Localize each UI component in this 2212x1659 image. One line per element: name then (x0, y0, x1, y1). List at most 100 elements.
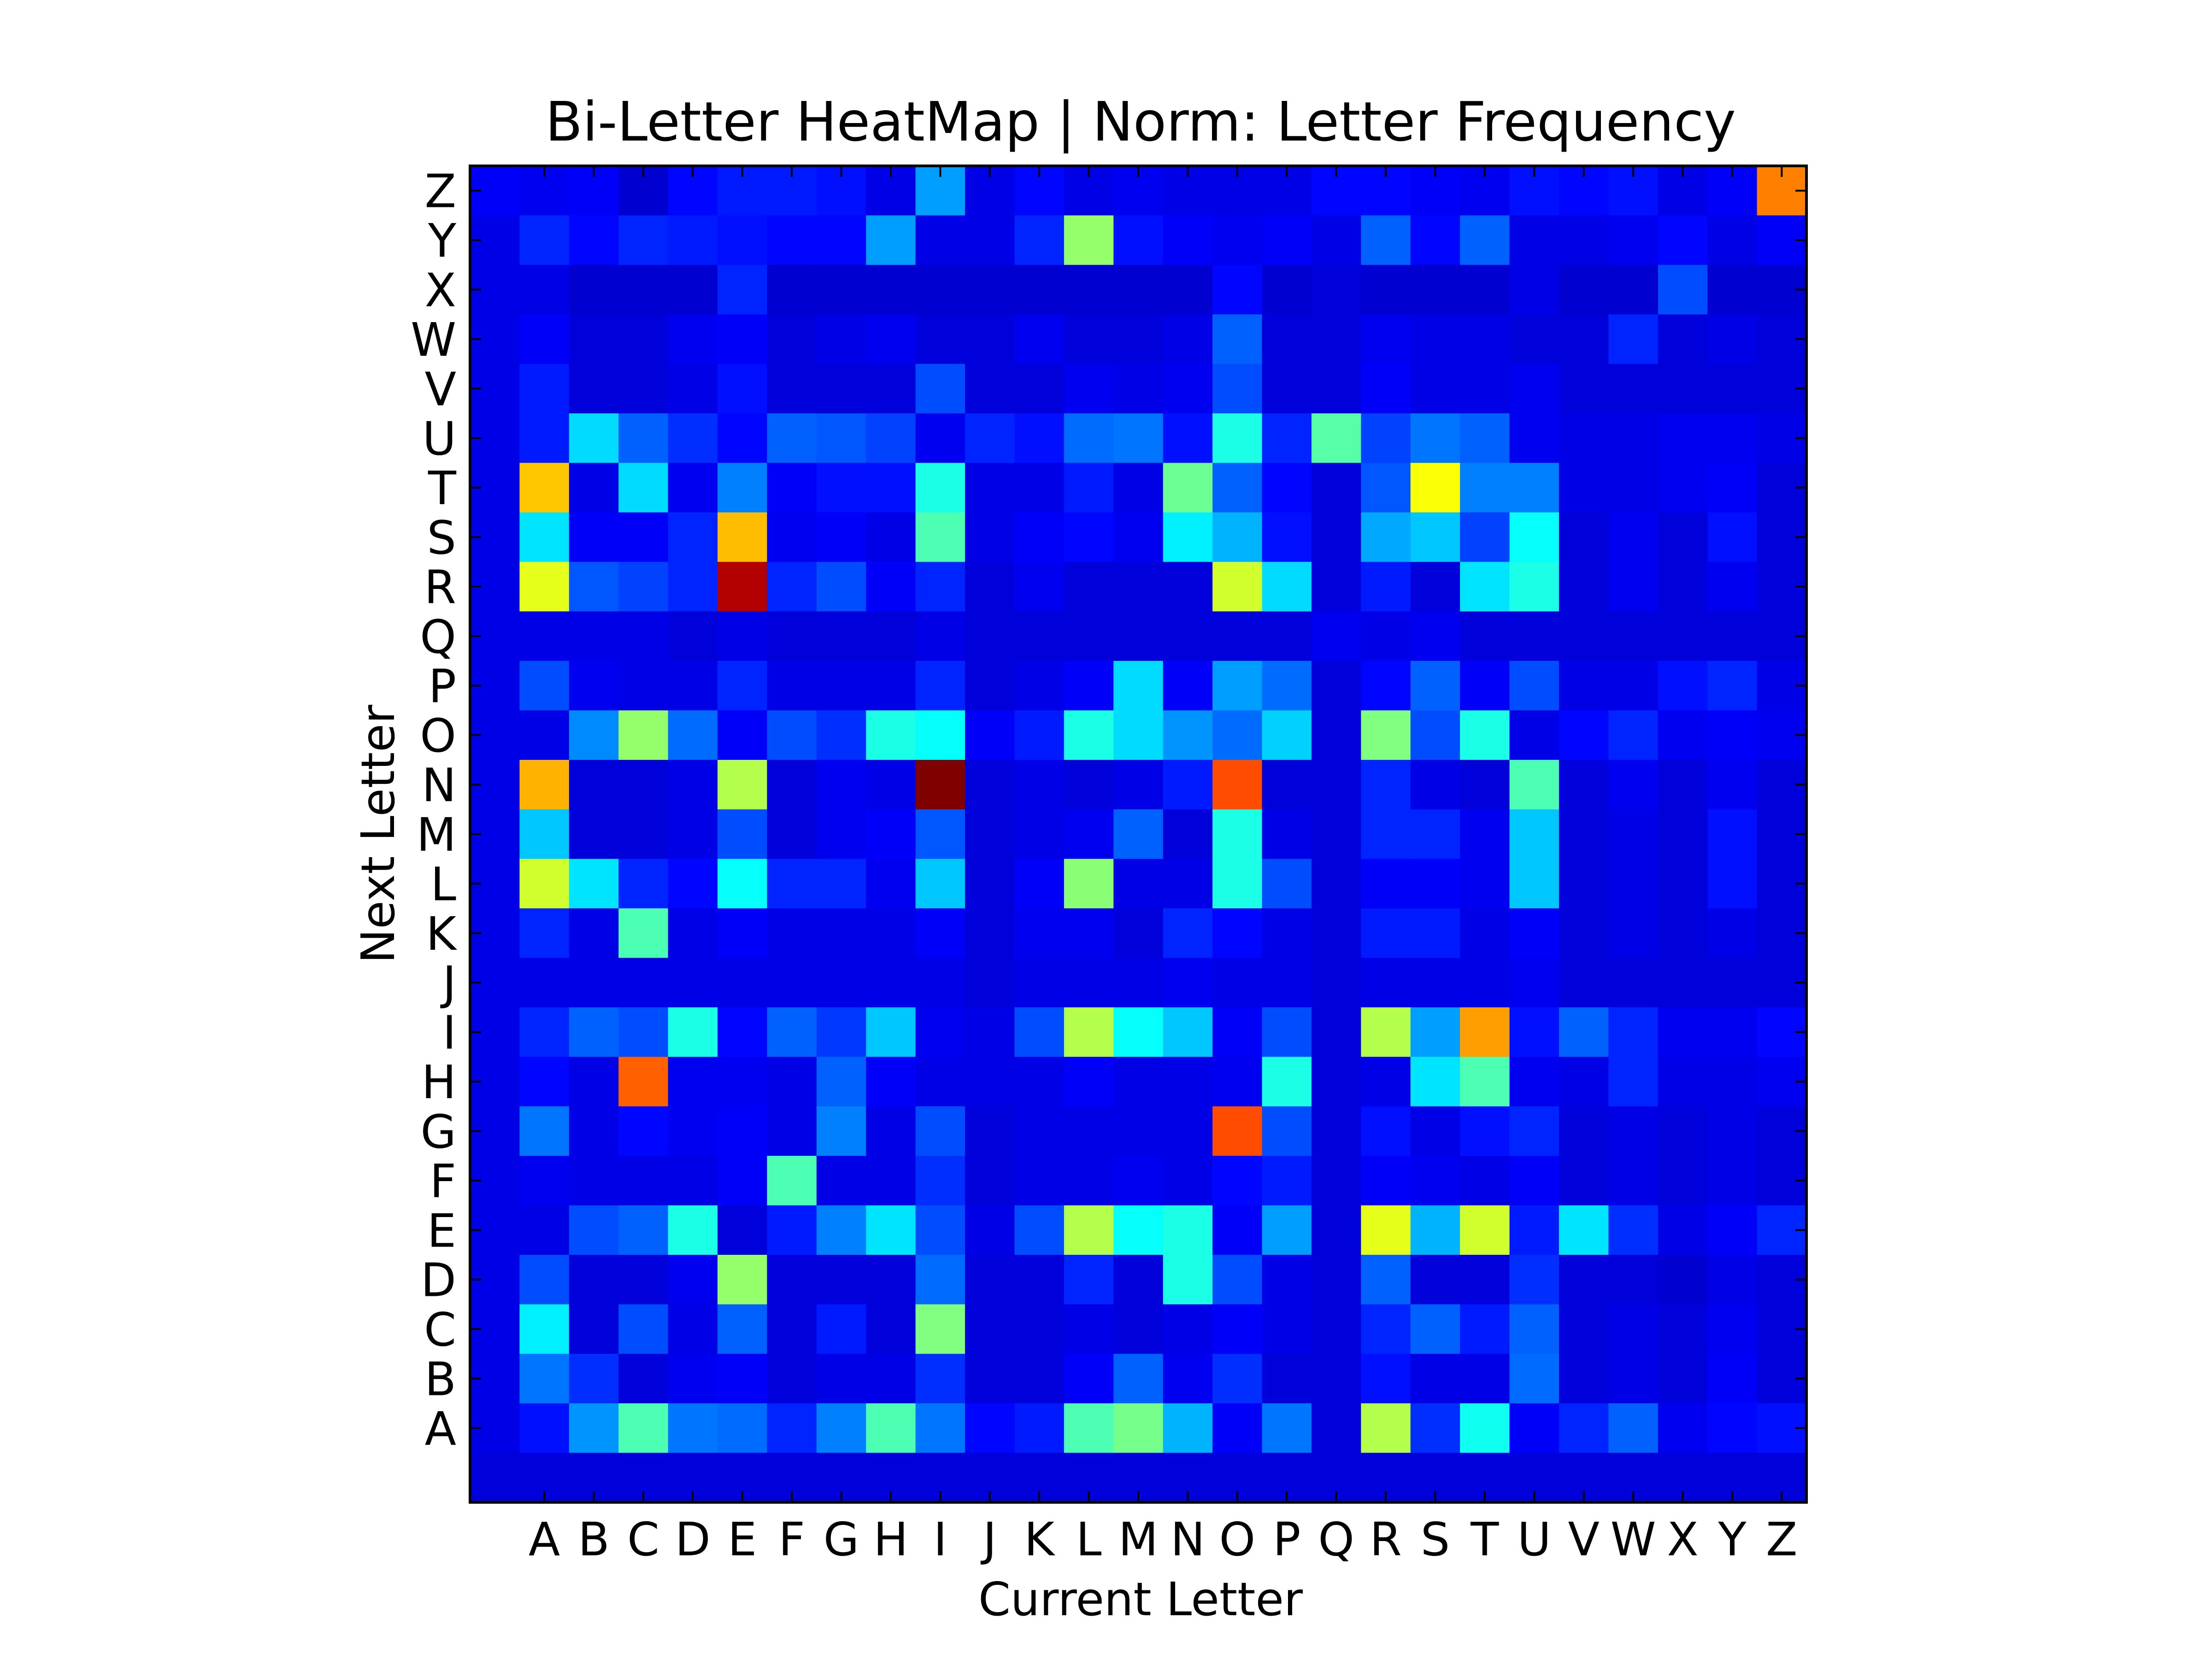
heatmap-cell (1113, 859, 1164, 909)
chart-title: Bi-Letter HeatMap | Norm: Letter Frequen… (545, 90, 1736, 153)
heatmap-cell (866, 958, 916, 1008)
y-tick-label: K (426, 907, 457, 961)
heatmap-cell (1014, 215, 1065, 265)
heatmap-cell (668, 463, 718, 513)
x-tick-label: O (1219, 1512, 1255, 1566)
heatmap-cell (1311, 413, 1361, 464)
y-tick-label: E (427, 1204, 456, 1258)
heatmap-cell (718, 314, 768, 365)
heatmap-cell (1064, 1106, 1114, 1156)
heatmap-cell (1212, 1057, 1263, 1107)
heatmap-cell (1064, 908, 1114, 959)
heatmap-cell (718, 1205, 768, 1255)
heatmap-cell (1509, 1057, 1559, 1107)
heatmap-cell (965, 759, 1015, 810)
heatmap-cell (1707, 611, 1758, 661)
heatmap-cell (1410, 364, 1460, 414)
heatmap-cell (1014, 759, 1065, 810)
heatmap-cell (1410, 1156, 1460, 1206)
heatmap-cell (1509, 1353, 1559, 1404)
heatmap-cell (668, 364, 718, 414)
heatmap-cell (1311, 908, 1361, 959)
heatmap-cell (816, 1205, 866, 1255)
heatmap-cell (915, 1156, 965, 1206)
heatmap-cell (668, 1304, 718, 1354)
heatmap-cell (1311, 1205, 1361, 1255)
heatmap-cell (1410, 611, 1460, 661)
heatmap-cell (1163, 512, 1213, 562)
heatmap-cell (1014, 562, 1065, 612)
x-tick-label: F (778, 1512, 805, 1566)
x-tick-label: M (1118, 1512, 1158, 1566)
x-tick-label: J (980, 1512, 997, 1566)
y-axis-label: Next Letter (351, 704, 405, 963)
heatmap-cell (816, 562, 866, 612)
heatmap-cell (767, 958, 817, 1008)
heatmap-cell (1559, 463, 1609, 513)
heatmap-cell (866, 562, 916, 612)
heatmap-cell (965, 1353, 1015, 1404)
heatmap-cell (1361, 364, 1411, 414)
heatmap-cell (1410, 958, 1460, 1008)
heatmap-cell (1064, 1353, 1114, 1404)
heatmap-cell (1311, 611, 1361, 661)
heatmap-cell (1361, 710, 1411, 760)
heatmap-cell (1014, 809, 1065, 859)
heatmap-cell (1608, 364, 1659, 414)
heatmap-cell (1658, 463, 1708, 513)
heatmap-cell (1163, 1007, 1213, 1057)
heatmap-cell (519, 661, 570, 711)
heatmap-cell (1361, 215, 1411, 265)
x-tick-label: L (1076, 1512, 1102, 1566)
heatmap-cell (1113, 562, 1164, 612)
heatmap-cell (1311, 314, 1361, 365)
heatmap-cell (618, 562, 669, 612)
heatmap-cell (1064, 215, 1114, 265)
tick-marks (470, 166, 1806, 1502)
heatmap-cell (1262, 908, 1312, 959)
heatmap-cell (1707, 710, 1758, 760)
heatmap-cell (1460, 413, 1510, 464)
heatmap-cell (1113, 661, 1164, 711)
heatmap-cell (618, 1057, 669, 1107)
heatmap-cell (1559, 1057, 1609, 1107)
heatmap-cell (1014, 314, 1065, 365)
heatmap-cell (1410, 809, 1460, 859)
heatmap-cell (1410, 1106, 1460, 1156)
heatmap-cell (1311, 1156, 1361, 1206)
heatmap-cell (915, 958, 965, 1008)
heatmap-cell (1014, 958, 1065, 1008)
heatmap-cell (519, 463, 570, 513)
heatmap-cell (668, 1353, 718, 1404)
heatmap-cell (519, 265, 570, 315)
heatmap-cell (1311, 512, 1361, 562)
y-tick-label: M (417, 808, 456, 862)
heatmap-cell (1311, 809, 1361, 859)
heatmap-cell (1311, 364, 1361, 414)
heatmap-cell (1163, 1304, 1213, 1354)
heatmap-cell (569, 958, 619, 1008)
heatmap-cell (816, 364, 866, 414)
heatmap-cell (1262, 215, 1312, 265)
heatmap-cell (1608, 859, 1659, 909)
heatmap-cell (965, 1007, 1015, 1057)
heatmap-cell (1311, 661, 1361, 711)
heatmap-cell (519, 1403, 570, 1453)
heatmap-cell (816, 759, 866, 810)
heatmap-cell (1311, 1007, 1361, 1057)
heatmap-cell (718, 1254, 768, 1305)
heatmap-cell (1460, 1106, 1510, 1156)
heatmap-cell (1361, 1057, 1411, 1107)
heatmap-cell (1707, 1007, 1758, 1057)
heatmap-cell (668, 661, 718, 711)
heatmap-cell (519, 1304, 570, 1354)
heatmap-cell (915, 562, 965, 612)
y-tick-label: V (425, 362, 456, 416)
heatmap-cell (1163, 958, 1213, 1008)
heatmap-cell (1212, 809, 1263, 859)
heatmap-cell (767, 1304, 817, 1354)
heatmap-cell (1608, 413, 1659, 464)
heatmap-cell (1262, 809, 1312, 859)
heatmap-cell (668, 809, 718, 859)
heatmap-cell (1460, 958, 1510, 1008)
